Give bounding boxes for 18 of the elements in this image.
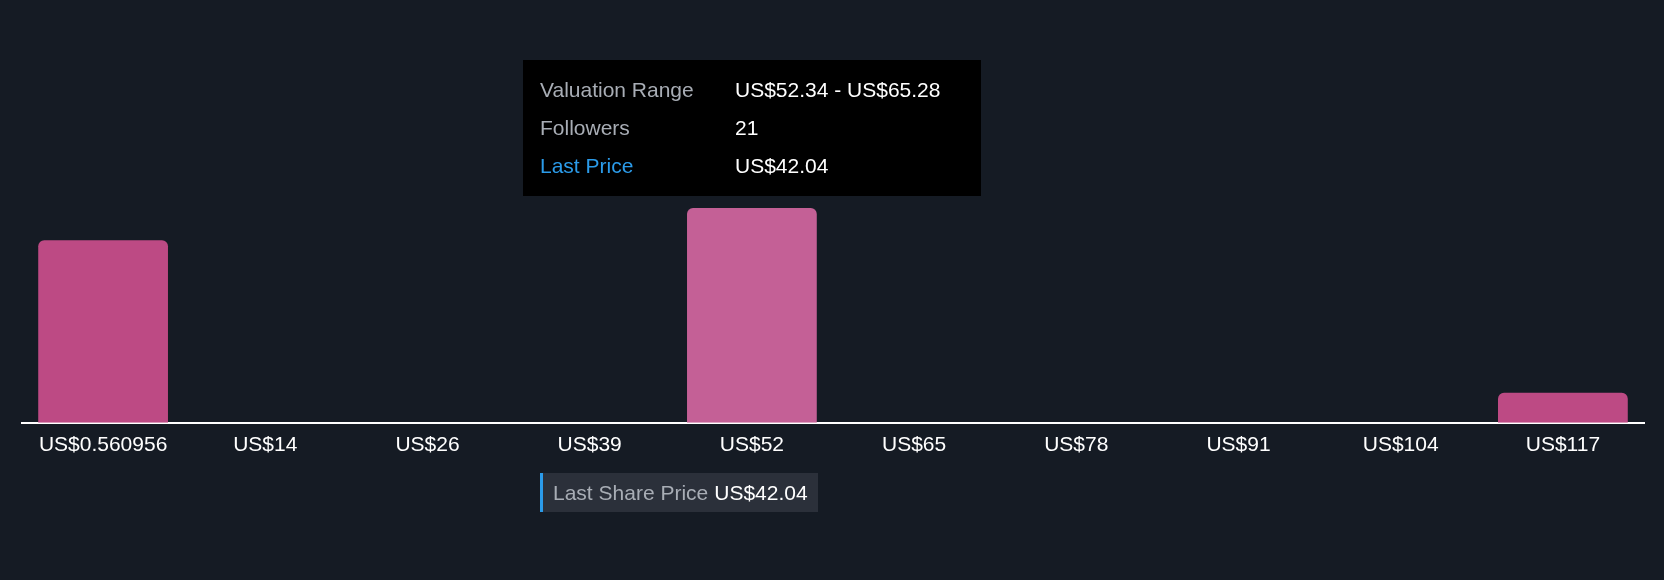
x-tick-label: US$14 bbox=[233, 432, 298, 456]
x-tick-label: US$91 bbox=[1206, 432, 1271, 456]
text: US$42.04 bbox=[735, 154, 830, 178]
x-tick-label: US$104 bbox=[1362, 432, 1439, 456]
text: 21 bbox=[735, 116, 760, 140]
x-tick-label: US$39 bbox=[557, 432, 622, 456]
x-tick-label: US$0.560956 bbox=[38, 432, 168, 456]
x-tick-label: US$117 bbox=[1525, 432, 1601, 456]
text: Valuation Range bbox=[540, 78, 695, 102]
x-tick-label: US$52 bbox=[719, 432, 785, 456]
text: US$42.04 bbox=[714, 480, 808, 505]
x-tick-label: US$65 bbox=[881, 432, 947, 456]
text: Last Price bbox=[540, 154, 635, 178]
text: Followers bbox=[540, 116, 631, 140]
text: US$52.34 - US$65.28 bbox=[735, 78, 942, 102]
x-tick-label: US$26 bbox=[395, 432, 460, 456]
text: Last Share Price bbox=[553, 480, 709, 505]
x-tick-label: US$78 bbox=[1044, 432, 1109, 456]
